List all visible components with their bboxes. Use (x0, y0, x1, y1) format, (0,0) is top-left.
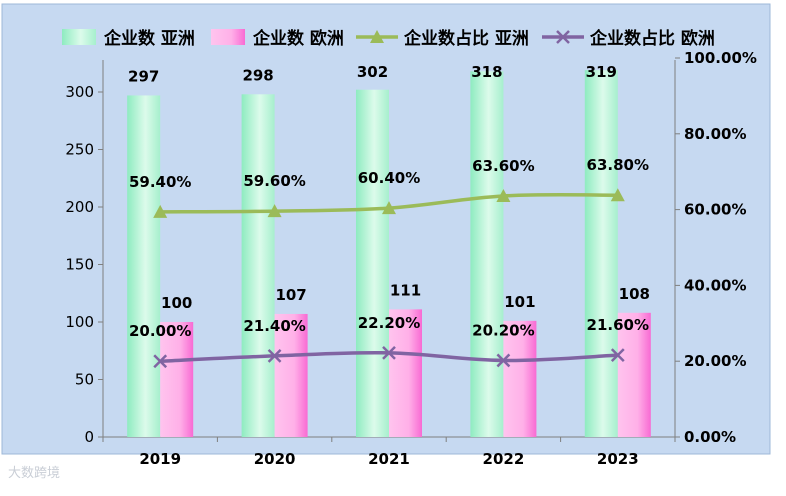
triangle-marker (496, 188, 511, 202)
legend-label: 企业数占比 亚洲 (403, 28, 529, 49)
x-tick-label: 2019 (139, 450, 181, 468)
left-tick-label: 150 (65, 256, 94, 274)
bar-europe (160, 322, 194, 437)
right-tick-label: 100.00% (684, 49, 757, 67)
bar-label-asia: 318 (471, 63, 502, 81)
x-marker (153, 354, 168, 369)
line-label-europe: 22.20% (358, 314, 420, 332)
x-tick-label: 2023 (597, 450, 639, 468)
bar-europe (503, 320, 537, 437)
triangle-marker (267, 204, 282, 218)
x-marker-stroke (610, 348, 625, 363)
line-label-europe: 21.60% (587, 316, 649, 334)
triangle-marker (382, 201, 396, 215)
x-tick-label: 2020 (254, 450, 296, 468)
x-marker-stroke (267, 349, 282, 363)
bar-label-europe: 101 (504, 293, 535, 311)
right-tick-label: 0.00% (684, 428, 736, 446)
watermark: 大数跨境 (8, 466, 61, 481)
legend-swatch (211, 29, 245, 45)
right-tick-label: 40.00% (684, 276, 746, 294)
left-tick-label: 50 (75, 371, 94, 389)
line-label-europe: 20.20% (472, 321, 534, 339)
x-marker (496, 353, 511, 368)
left-tick-label: 0 (84, 428, 94, 446)
line-label-europe: 20.00% (129, 322, 191, 340)
triangle-marker (610, 188, 625, 202)
legend-item: 企业数 亚洲 (62, 28, 195, 49)
bar-asia (470, 71, 504, 438)
line-label-asia: 59.40% (129, 173, 191, 191)
bar-europe (274, 313, 308, 437)
legend-item: 企业数占比 亚洲 (356, 28, 529, 49)
bar-label-europe: 100 (161, 294, 192, 312)
x-marker-stroke (496, 353, 511, 368)
right-tick-label: 60.00% (684, 201, 746, 219)
x-marker (382, 345, 396, 360)
legend-label: 企业数占比 欧洲 (589, 28, 715, 49)
legend-label: 企业数 亚洲 (103, 28, 195, 49)
legend-swatch (62, 29, 96, 45)
triangle-marker (153, 204, 168, 218)
legend-triangle-marker (370, 30, 384, 43)
bar-label-europe: 107 (275, 286, 306, 304)
bar-label-europe: 111 (390, 281, 421, 299)
bar-label-asia: 319 (586, 63, 617, 81)
legend-x-marker (556, 30, 570, 44)
x-marker (610, 348, 625, 363)
x-marker-stroke (382, 345, 396, 360)
right-tick-label: 20.00% (684, 352, 746, 370)
line-label-asia: 60.40% (358, 169, 420, 187)
bar-label-asia: 298 (242, 66, 273, 84)
bar-label-asia: 302 (357, 63, 388, 81)
bar-asia (127, 95, 161, 437)
bar-europe (617, 312, 651, 437)
bar-asia (241, 94, 275, 438)
bar-asia (584, 70, 618, 438)
bar-asia (356, 89, 389, 437)
x-tick-label: 2022 (483, 450, 525, 468)
line-label-asia: 63.60% (472, 157, 534, 175)
x-tick-label: 2021 (368, 450, 410, 468)
left-tick-label: 100 (65, 313, 94, 331)
x-marker-stroke (153, 354, 168, 369)
legend-label: 企业数 欧洲 (252, 28, 344, 49)
legend-item: 企业数 欧洲 (211, 28, 344, 49)
right-tick-label: 80.00% (684, 125, 746, 143)
bar-europe (389, 309, 422, 437)
bar-label-europe: 108 (619, 285, 650, 303)
legend-item: 企业数占比 欧洲 (542, 28, 715, 49)
left-tick-label: 300 (65, 83, 94, 101)
x-marker (267, 349, 282, 363)
bar-label-asia: 297 (128, 67, 159, 85)
left-tick-label: 200 (65, 198, 94, 216)
line-label-europe: 21.40% (243, 317, 305, 335)
line-label-asia: 59.60% (243, 172, 305, 190)
left-tick-label: 250 (65, 141, 94, 159)
line-label-asia: 63.80% (587, 156, 649, 174)
